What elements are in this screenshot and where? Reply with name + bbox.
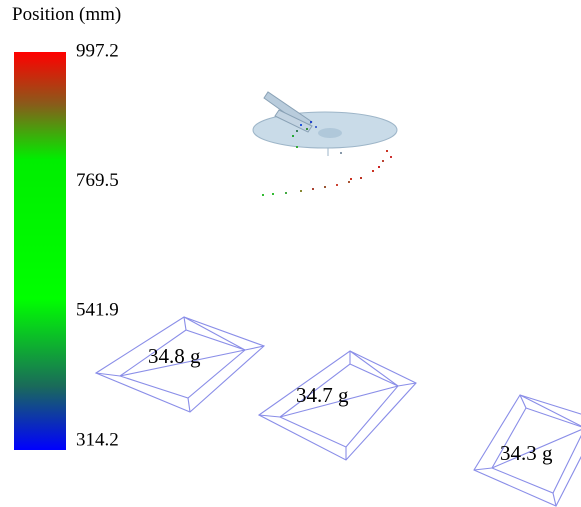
particle [300,124,302,126]
particle [390,156,392,158]
particle [300,190,302,192]
tray-edge [350,351,398,386]
particle [285,192,287,194]
colorbar-tick-label: 769.5 [76,170,119,191]
tray-mass-label: 34.7 g [296,383,349,407]
colorbar-tick-label: 314.2 [76,429,119,450]
tray-edge [474,468,492,470]
tray-mass-label: 34.8 g [148,344,201,368]
tray-mass-label: 34.3 g [500,441,553,465]
particle [350,178,352,180]
tray-edge [553,493,556,506]
color-bar [14,52,66,450]
particle [336,184,338,186]
particle [306,128,308,130]
particle [292,135,294,137]
scene: Position (mm) 34.8 g 34.7 g 34.3 g 997.2 76… [0,0,581,507]
particle [310,121,312,123]
particle [324,186,326,188]
particle [386,150,388,152]
particle [262,194,264,196]
machine [253,92,397,156]
particle [382,160,384,162]
page: {"legend": {"title": "Position (mm)", "t… [0,0,581,507]
particle [312,188,314,190]
tray-edge [188,398,190,412]
colorbar-tick-label: 541.9 [76,300,119,321]
particle [272,193,274,195]
trays: 34.8 g 34.7 g 34.3 g [96,317,581,506]
particle [372,170,374,172]
particle [340,152,342,154]
particle [296,146,298,148]
colorbar-tick-label: 997.2 [76,40,119,61]
particle [348,181,350,183]
particle [360,177,362,179]
particle [296,130,298,132]
tray-edge [184,317,186,330]
particle [378,166,380,168]
particle [315,126,317,128]
legend-title: Position (mm) [12,4,121,25]
